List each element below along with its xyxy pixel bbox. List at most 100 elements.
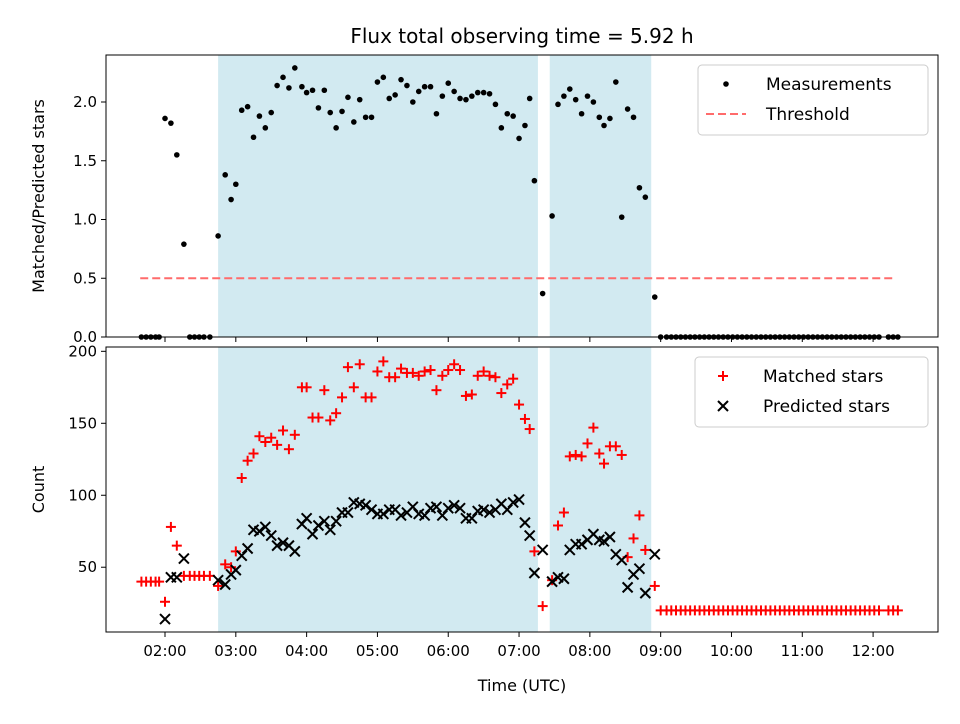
y-tick-label: 0.5 (73, 269, 97, 287)
measurement-point (381, 75, 387, 81)
measurement-point (540, 291, 546, 297)
measurement-point (637, 185, 643, 191)
measurement-point (181, 241, 187, 247)
measurement-point (504, 111, 510, 117)
measurement-point (251, 134, 257, 140)
measurement-point (316, 105, 322, 111)
y-tick-label: 1.0 (73, 211, 97, 229)
predicted-star-point (538, 545, 548, 555)
x-tick-label: 03:00 (214, 642, 257, 660)
x-tick-label: 06:00 (427, 642, 470, 660)
measurement-point (475, 90, 481, 96)
top-panel: 0.00.51.01.52.0Matched/Predicted starsMe… (29, 55, 938, 346)
measurement-point (481, 90, 487, 96)
measurement-point (522, 123, 528, 129)
measurement-point (631, 114, 637, 120)
measurement-point (233, 181, 239, 187)
measurement-point (607, 116, 613, 122)
measurement-point (585, 93, 591, 99)
measurement-point (222, 172, 228, 178)
measurement-point (274, 83, 280, 89)
measurement-point (162, 116, 168, 122)
measurement-point (357, 97, 363, 103)
legend-label: Threshold (765, 105, 850, 125)
legend-label: Matched stars (763, 367, 883, 387)
measurement-point (532, 178, 538, 184)
measurement-point (463, 97, 469, 103)
measurement-point (333, 125, 339, 131)
y-tick-label: 150 (68, 414, 97, 432)
measurement-point (299, 84, 305, 90)
measurement-point (457, 96, 463, 102)
bottom-observing-window-2 (550, 347, 651, 632)
measurement-point (549, 213, 555, 219)
measurement-point (591, 99, 597, 105)
measurement-point (493, 102, 499, 108)
measurement-point (596, 114, 602, 120)
measurement-point (469, 93, 475, 99)
x-tick-label: 12:00 (851, 642, 894, 660)
measurement-point (351, 119, 357, 125)
measurement-point (327, 110, 333, 116)
measurement-point (510, 113, 516, 119)
measurement-point (168, 120, 174, 126)
measurement-point (257, 113, 263, 119)
measurement-point (228, 197, 234, 203)
figure-title: Flux total observing time = 5.92 h (350, 24, 693, 48)
y-tick-label: 2.0 (73, 93, 97, 111)
bottom-y-axis-label: Count (29, 466, 48, 514)
matched-star-point (166, 522, 176, 532)
x-tick-label: 11:00 (781, 642, 824, 660)
measurement-point (619, 214, 625, 220)
measurement-point (286, 85, 292, 91)
legend-dot-marker (723, 81, 729, 87)
measurement-point (416, 89, 422, 95)
measurement-point (263, 125, 269, 131)
measurement-point (239, 107, 245, 113)
legend-label: Measurements (766, 75, 892, 95)
matched-star-point (650, 581, 660, 591)
measurement-point (652, 294, 658, 300)
bottom-observing-window-1 (218, 347, 538, 632)
y-tick-label: 200 (68, 342, 97, 360)
measurement-point (625, 106, 631, 112)
measurement-point (404, 83, 410, 89)
bottom-panel: 02:00 03:00 04:00 05:00 06:00 07:00 08:00 09:00… (29, 342, 938, 695)
top-y-axis-label: Matched/Predicted stars (29, 99, 48, 293)
predicted-star-point (179, 554, 189, 564)
x-tick-label: 09:00 (639, 642, 682, 660)
predicted-star-point (172, 572, 182, 582)
bottom-legend: Matched stars Predicted stars (695, 357, 928, 427)
measurement-point (561, 93, 567, 99)
measurement-point (280, 75, 286, 81)
predicted-star-point (650, 549, 660, 559)
measurement-point (499, 125, 505, 131)
measurement-point (398, 77, 404, 83)
measurement-point (573, 97, 579, 103)
matched-star-point (538, 601, 548, 611)
measurement-point (434, 111, 440, 117)
measurement-point (375, 79, 381, 85)
measurement-point (292, 65, 298, 71)
measurement-point (451, 89, 457, 95)
measurement-point (322, 87, 328, 93)
measurement-point (516, 136, 522, 142)
measurement-point (363, 114, 369, 120)
measurement-point (339, 109, 345, 115)
measurement-point (304, 90, 310, 96)
x-tick-label: 02:00 (143, 642, 186, 660)
matched-star-point (893, 605, 903, 615)
matched-star-point (160, 597, 170, 607)
measurement-point (345, 95, 351, 101)
measurement-point (440, 93, 446, 99)
y-tick-label: 1.5 (73, 152, 97, 170)
matched-star-point (874, 605, 884, 615)
top-legend: Measurements Threshold (698, 65, 928, 135)
measurement-point (392, 92, 398, 98)
y-tick-label: 50 (78, 558, 97, 576)
y-tick-label: 100 (68, 486, 97, 504)
measurement-point (215, 233, 221, 239)
x-tick-label: 05:00 (356, 642, 399, 660)
x-tick-label: 04:00 (285, 642, 328, 660)
measurement-point (567, 86, 573, 92)
